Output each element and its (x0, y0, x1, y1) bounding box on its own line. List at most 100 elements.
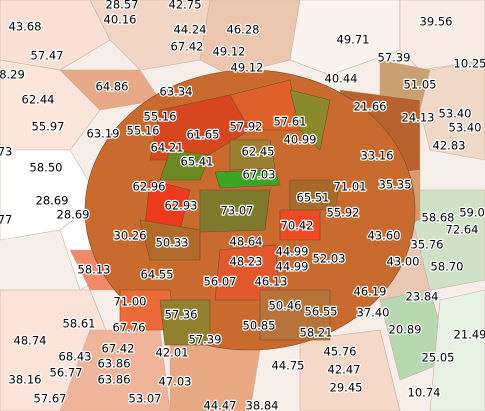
region-label: 56.77 (50, 366, 83, 380)
region-label: 46.28 (227, 23, 260, 37)
region-label: 25.05 (422, 351, 455, 365)
region-label: 28.57 (106, 0, 139, 12)
region (159, 149, 211, 181)
region-label: 24.13 (402, 111, 435, 125)
region (0, 0, 111, 71)
region-label: 68.43 (59, 350, 92, 364)
region-label: 35.76 (411, 238, 444, 252)
region-label: 58.13 (78, 263, 111, 277)
region (399, 0, 485, 71)
region-label: 67.42 (171, 40, 204, 54)
region-label: 43.60 (368, 229, 401, 243)
region-label: 50.46 (269, 299, 302, 313)
region (299, 329, 401, 411)
region-label: 67.03 (243, 168, 276, 182)
region-label: 43.00 (387, 255, 420, 269)
region-label: 42.83 (433, 139, 466, 153)
region-label: 64.21 (151, 141, 184, 155)
region-label: 67.42 (102, 342, 135, 356)
region-label: 44.99 (276, 245, 309, 259)
region-label: 53.40 (449, 121, 482, 135)
region-label: 10.25 (454, 57, 485, 71)
region-label: 57.39 (378, 51, 411, 65)
region-label: 73 (0, 145, 12, 159)
region-label: 50.33 (156, 236, 189, 250)
region-label: 21.66 (354, 100, 387, 114)
region-label: 44.99 (276, 260, 309, 274)
region-label: 48.64 (230, 235, 263, 249)
region-label: 70.42 (281, 219, 314, 233)
region-label: 42.47 (328, 363, 361, 377)
region-label: 49.12 (231, 61, 264, 75)
region-label: 63.19 (87, 127, 120, 141)
region (0, 59, 101, 151)
region-label: 42.01 (156, 346, 189, 360)
region-label: 33.16 (361, 149, 394, 163)
region-label: 64.55 (141, 268, 174, 282)
region-label: 61.65 (187, 128, 220, 142)
region-label: 59.0 (459, 206, 485, 220)
region-label: 51.05 (404, 78, 437, 92)
region-label: 65.41 (181, 155, 214, 169)
region (149, 94, 251, 161)
region-label: 30.26 (114, 229, 147, 243)
region-label: 38.16 (9, 373, 42, 387)
region-label: 53.40 (439, 107, 472, 121)
region-label: 57.92 (230, 120, 263, 134)
region-label: 58.68 (422, 211, 455, 225)
region (199, 0, 301, 76)
region-label: 55.92 (327, 206, 360, 220)
central-regions (84, 69, 416, 351)
region-label: 57.61 (274, 115, 307, 129)
region-label: 72.64 (446, 223, 479, 237)
region-label: 28.69 (57, 208, 90, 222)
region-label: 40.16 (104, 13, 137, 27)
region-label: 43.68 (9, 20, 42, 34)
region-label: 62.93 (165, 199, 198, 213)
region (429, 289, 485, 411)
region-label: 55.16 (127, 124, 160, 138)
region (199, 189, 271, 233)
region-label: 58.50 (30, 161, 63, 175)
region-label: 44.24 (174, 23, 207, 37)
region (289, 0, 401, 76)
region-label: 48.74 (14, 334, 47, 348)
region-label: 39.56 (420, 15, 453, 29)
region-label: 47.03 (159, 375, 192, 389)
region-label: 28.69 (36, 194, 69, 208)
region (289, 179, 341, 211)
region-label: 73.07 (221, 204, 254, 218)
region-label: 50.85 (243, 319, 276, 333)
region-label: 56.07 (204, 275, 237, 289)
region-label: 71.00 (114, 295, 147, 309)
region-label: 63.86 (98, 357, 131, 371)
region-label: 40.44 (325, 72, 358, 86)
region-label: 62.44 (22, 93, 55, 107)
region-label: 58.21 (300, 326, 333, 340)
region-label: 55.16 (144, 110, 177, 124)
region-label: 49.71 (337, 33, 370, 47)
region-label: 29.45 (330, 381, 363, 395)
region-label: 65.51 (297, 191, 330, 205)
region-label: 37.40 (357, 306, 390, 320)
region-label: 57.36 (165, 308, 198, 322)
region (159, 299, 211, 346)
region-label: 49.12 (213, 45, 246, 59)
region-label: 48.23 (230, 255, 263, 269)
region (139, 219, 201, 261)
region-label: 38.84 (246, 399, 279, 411)
region (229, 139, 276, 171)
region (419, 59, 485, 161)
region-label: 63.86 (98, 373, 131, 387)
region-label: 57.39 (189, 333, 222, 347)
region (289, 89, 331, 151)
region-label: 42.75 (169, 0, 202, 12)
region-label: 10.74 (408, 386, 441, 400)
region-label: 63.34 (160, 85, 193, 99)
region (89, 0, 211, 71)
region-label: 44.47 (204, 399, 237, 411)
region-label: 62.96 (133, 180, 166, 194)
region-label: 44.75 (272, 359, 305, 373)
